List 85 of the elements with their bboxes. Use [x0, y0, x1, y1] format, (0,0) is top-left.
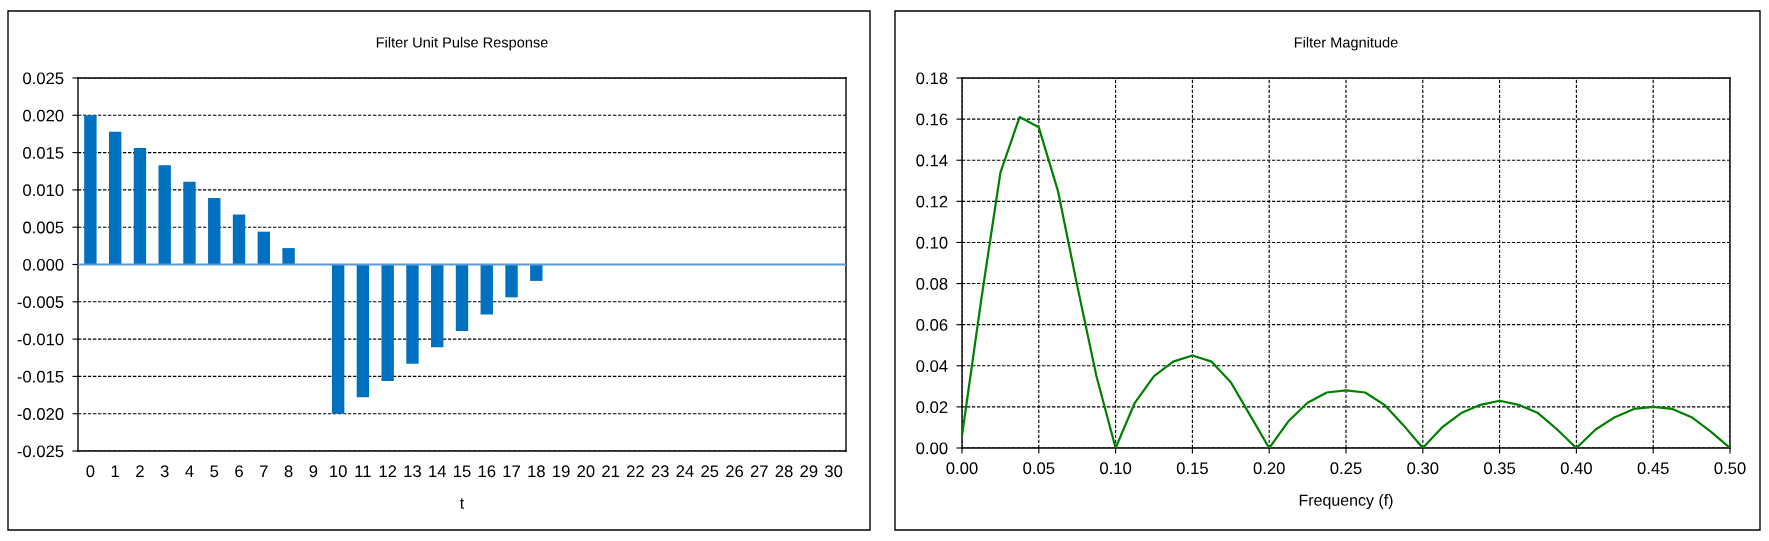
x-tick-label: 13: [404, 465, 421, 478]
x-tick-label: 5: [210, 465, 219, 478]
y-tick-label: 0.025: [23, 72, 64, 85]
x-tick-label: 0.30: [1407, 462, 1439, 475]
bar: [505, 264, 518, 298]
x-tick-label: 0.00: [946, 462, 978, 475]
y-tick-label: 0.10: [916, 236, 948, 249]
x-tick-label: 0.25: [1330, 462, 1362, 475]
x-tick-label: 23: [651, 465, 669, 478]
y-tick-label: -0.020: [17, 408, 64, 420]
y-tick-label: 0.06: [916, 319, 948, 331]
bar: [133, 148, 147, 265]
x-tick-label: 27: [750, 465, 768, 477]
bar: [431, 264, 444, 348]
x-tick-label: 3: [160, 465, 169, 478]
x-tick-label: 0.50: [1714, 462, 1746, 475]
y-tick-label: 0.010: [23, 184, 64, 197]
x-tick-label: 14: [429, 465, 447, 477]
x-tick-label: 0.45: [1637, 462, 1669, 475]
x-tick-label: 30: [824, 465, 843, 478]
y-tick-label: -0.010: [17, 333, 64, 346]
chart-title: Filter Unit Pulse Response: [376, 36, 548, 51]
x-axis-title: t: [460, 498, 465, 509]
x-tick-label: 16: [478, 465, 496, 478]
x-tick-label: 18: [528, 465, 545, 478]
bar: [381, 264, 394, 381]
x-tick-label: 0.05: [1023, 462, 1055, 475]
x-tick-label: 10: [330, 465, 347, 478]
x-tick-label: 26: [726, 465, 744, 478]
y-tick-label: 0.12: [916, 195, 948, 208]
y-tick-label: 0.08: [916, 277, 948, 290]
bar: [232, 214, 246, 265]
x-tick-label: 4: [185, 465, 194, 477]
y-tick-label: 0.04: [916, 360, 948, 372]
x-tick-label: 12: [379, 465, 397, 477]
bar: [480, 264, 493, 315]
x-tick-label: 0.15: [1176, 462, 1208, 475]
x-tick-label: 29: [800, 465, 818, 478]
x-tick-label: 15: [454, 465, 471, 478]
y-tick-label: 0.005: [23, 221, 64, 234]
y-tick-label: -0.005: [17, 296, 64, 308]
y-tick-label: 0.000: [23, 258, 64, 271]
bar: [108, 131, 122, 265]
y-tick-label: -0.015: [17, 370, 64, 383]
bar: [455, 264, 469, 331]
bar: [530, 264, 543, 281]
y-tick-label: 0.02: [916, 401, 948, 414]
bar: [183, 181, 196, 265]
x-tick-label: 7: [260, 465, 268, 477]
x-axis-title: Frequency (f): [1299, 494, 1393, 509]
x-tick-label: 2: [136, 465, 144, 477]
bar: [356, 264, 370, 398]
bar: [158, 165, 171, 265]
x-tick-label: 25: [701, 465, 719, 478]
x-tick-label: 8: [284, 465, 293, 478]
bar: [282, 248, 295, 265]
x-tick-label: 21: [602, 465, 620, 477]
x-tick-label: 0.20: [1253, 462, 1285, 475]
chart-title: Filter Magnitude: [1294, 36, 1398, 51]
x-tick-label: 0.35: [1484, 462, 1516, 475]
x-tick-label: 28: [775, 465, 793, 478]
x-tick-label: 24: [676, 465, 694, 477]
y-tick-label: 0.00: [916, 442, 948, 455]
x-tick-label: 20: [577, 465, 595, 478]
x-tick-label: 19: [553, 465, 570, 478]
x-tick-label: 0: [86, 465, 95, 478]
y-tick-label: 0.16: [916, 113, 948, 126]
x-tick-label: 17: [503, 465, 520, 477]
x-tick-label: 11: [355, 465, 371, 477]
bar: [406, 264, 419, 364]
x-tick-label: 22: [626, 465, 644, 477]
x-tick-label: 6: [235, 465, 243, 478]
x-tick-label: 0.40: [1560, 462, 1592, 475]
bar: [257, 231, 270, 265]
bar: [84, 115, 97, 265]
y-tick-label: -0.025: [17, 445, 64, 458]
y-tick-label: 0.015: [23, 147, 64, 159]
x-tick-label: 1: [111, 465, 119, 477]
y-tick-label: 0.14: [916, 154, 948, 167]
x-tick-label: 9: [309, 465, 318, 478]
y-tick-label: 0.18: [916, 72, 948, 85]
x-tick-label: 0.10: [1100, 462, 1132, 475]
y-tick-label: 0.020: [23, 109, 64, 122]
bar: [331, 264, 345, 414]
bar: [208, 198, 221, 265]
